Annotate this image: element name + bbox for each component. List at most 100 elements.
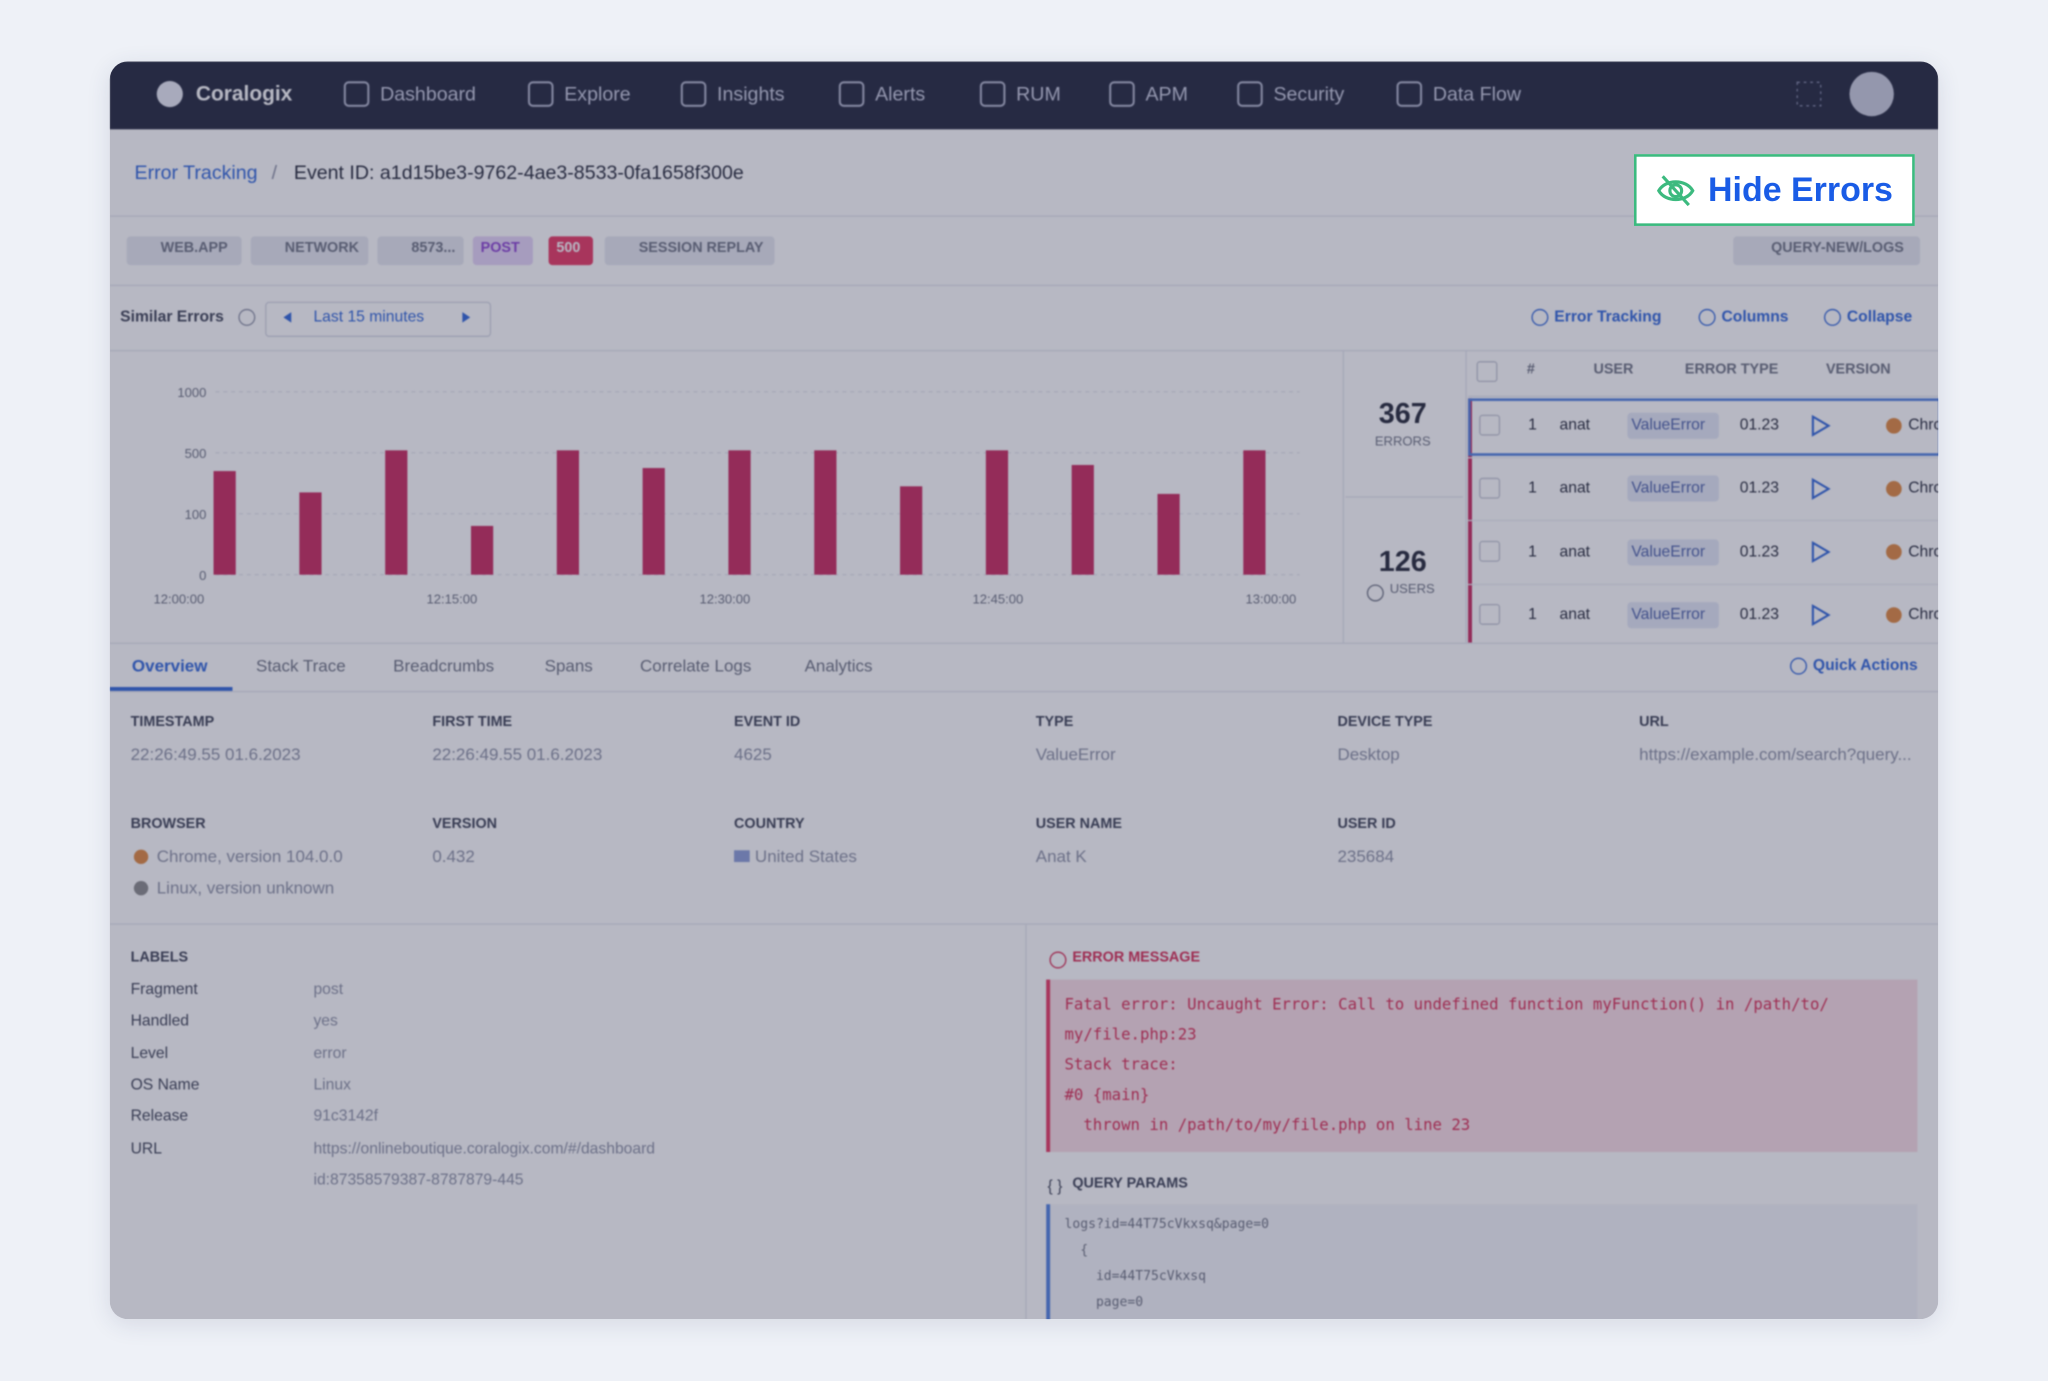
nav-item[interactable]: Security bbox=[1273, 83, 1345, 106]
content: /1000 500 100 0 12:00:00 12:15:00 12:30:00 12:4… bbox=[109, 61, 1939, 1320]
checkbox bbox=[1479, 414, 1501, 436]
field-value: Anat K bbox=[1035, 846, 1087, 866]
nav-item[interactable]: Explore bbox=[564, 83, 631, 106]
braces-icon: { } bbox=[1048, 1178, 1063, 1195]
checkbox bbox=[1479, 603, 1501, 625]
nav-item[interactable]: APM bbox=[1145, 83, 1188, 106]
quick-actions[interactable]: Quick Actions bbox=[1812, 655, 1918, 674]
field-value: https://example.com/search?query... bbox=[1639, 744, 1912, 765]
help-icon bbox=[238, 308, 256, 326]
query-line: id=44T75cVkxsq bbox=[1064, 1269, 1207, 1284]
breadcrumb-link[interactable]: Error Tracking bbox=[134, 161, 258, 185]
nav-item[interactable]: Data Flow bbox=[1432, 83, 1522, 106]
checkbox bbox=[1476, 361, 1498, 383]
cell: anat bbox=[1559, 541, 1591, 560]
nav-icon bbox=[979, 81, 1006, 107]
nav-item[interactable]: Alerts bbox=[875, 83, 926, 106]
x-tick-label: 12:45:00 bbox=[972, 591, 1023, 606]
nav-icon bbox=[1237, 81, 1263, 107]
chip bbox=[604, 236, 775, 266]
column-header: ERROR TYPE bbox=[1684, 361, 1779, 378]
error-title: ERROR MESSAGE bbox=[1072, 949, 1201, 966]
bar bbox=[985, 450, 1009, 575]
bar bbox=[470, 525, 494, 575]
type-chip bbox=[1627, 601, 1719, 629]
tab[interactable]: Breadcrumbs bbox=[393, 655, 495, 676]
query-title: QUERY PARAMS bbox=[1072, 1175, 1188, 1192]
cell: anat bbox=[1559, 604, 1591, 623]
divider bbox=[109, 923, 1939, 925]
action-icon bbox=[1823, 308, 1841, 326]
label-key: Release bbox=[130, 1106, 189, 1125]
brand: Coralogix bbox=[195, 83, 293, 106]
label-value: yes bbox=[313, 1011, 338, 1030]
nav-icon bbox=[838, 81, 865, 107]
arrow-right bbox=[462, 312, 471, 323]
action-link[interactable]: Columns bbox=[1721, 306, 1789, 326]
cell: Chrome bbox=[1908, 478, 1938, 497]
play-icon bbox=[1811, 477, 1831, 500]
cell: 01.23 bbox=[1739, 415, 1779, 434]
tab[interactable]: Correlate Logs bbox=[639, 655, 752, 676]
field-value: United States bbox=[754, 846, 857, 866]
action-icon bbox=[1531, 308, 1549, 326]
cell: anat bbox=[1559, 478, 1591, 497]
nav-item[interactable]: RUM bbox=[1016, 83, 1061, 106]
range-label[interactable]: Last 15 minutes bbox=[313, 306, 425, 326]
tab[interactable]: Analytics bbox=[804, 655, 873, 676]
label-key: Level bbox=[130, 1043, 169, 1062]
nav-bar bbox=[109, 61, 1939, 130]
query-link[interactable]: QUERY-NEW/LOGS bbox=[1771, 240, 1904, 256]
column-header: USER bbox=[1593, 361, 1634, 378]
bar bbox=[556, 450, 580, 575]
cell: 1 bbox=[1528, 541, 1537, 560]
divider bbox=[1345, 496, 1463, 498]
cell: Chrome bbox=[1908, 415, 1938, 434]
hide-errors-label[interactable]: Hide Errors bbox=[1707, 169, 1893, 209]
bar bbox=[385, 450, 408, 575]
action-link[interactable]: Collapse bbox=[1846, 306, 1913, 326]
x-tick-label: 12:00:00 bbox=[154, 591, 205, 606]
field-label: USER ID bbox=[1337, 816, 1396, 832]
bar bbox=[299, 492, 322, 575]
cell: ValueError bbox=[1631, 415, 1706, 434]
nav-item[interactable]: Insights bbox=[717, 83, 785, 106]
field-label: USER NAME bbox=[1035, 816, 1122, 832]
chip-label: NETWORK bbox=[284, 240, 359, 256]
quick-icon bbox=[1790, 657, 1808, 675]
field-value: Desktop bbox=[1337, 744, 1400, 765]
field-value: 22:26:49.55 01.6.2023 bbox=[130, 744, 301, 765]
action-icon bbox=[1698, 308, 1716, 326]
dim-overlay bbox=[109, 61, 1939, 1320]
errors-count: 367 bbox=[1378, 397, 1427, 430]
action-link[interactable]: Error Tracking bbox=[1554, 306, 1662, 326]
divider bbox=[1468, 457, 1939, 459]
divider bbox=[109, 215, 1939, 217]
tab[interactable]: Spans bbox=[544, 655, 593, 676]
cell: Chrome bbox=[1908, 541, 1938, 560]
apps-icon bbox=[1796, 81, 1822, 107]
flag-icon bbox=[734, 850, 750, 863]
divider bbox=[1468, 583, 1939, 585]
chip bbox=[126, 236, 242, 266]
y-tick-label: 100 bbox=[185, 507, 207, 522]
nav-item[interactable]: Dashboard bbox=[380, 83, 476, 106]
chip-label: 8573... bbox=[411, 240, 456, 256]
field-label: FIRST TIME bbox=[432, 714, 513, 731]
separator: / bbox=[272, 162, 278, 184]
type-chip bbox=[1627, 538, 1719, 566]
cell: 1 bbox=[1528, 604, 1537, 623]
tab[interactable]: Stack Trace bbox=[255, 655, 346, 676]
cell: ValueError bbox=[1631, 604, 1706, 623]
selected-row bbox=[1468, 398, 1939, 456]
chrome-icon bbox=[1886, 481, 1902, 497]
label-value: id:87358579387-8787879-445 bbox=[313, 1170, 524, 1189]
chip bbox=[472, 236, 533, 266]
tab[interactable]: Overview bbox=[131, 655, 208, 676]
cell: anat bbox=[1559, 415, 1591, 434]
field-value: Linux, version unknown bbox=[156, 877, 335, 898]
hide-errors-button[interactable]: Hide Errors bbox=[1633, 154, 1915, 226]
users-count: 126 bbox=[1378, 544, 1427, 578]
